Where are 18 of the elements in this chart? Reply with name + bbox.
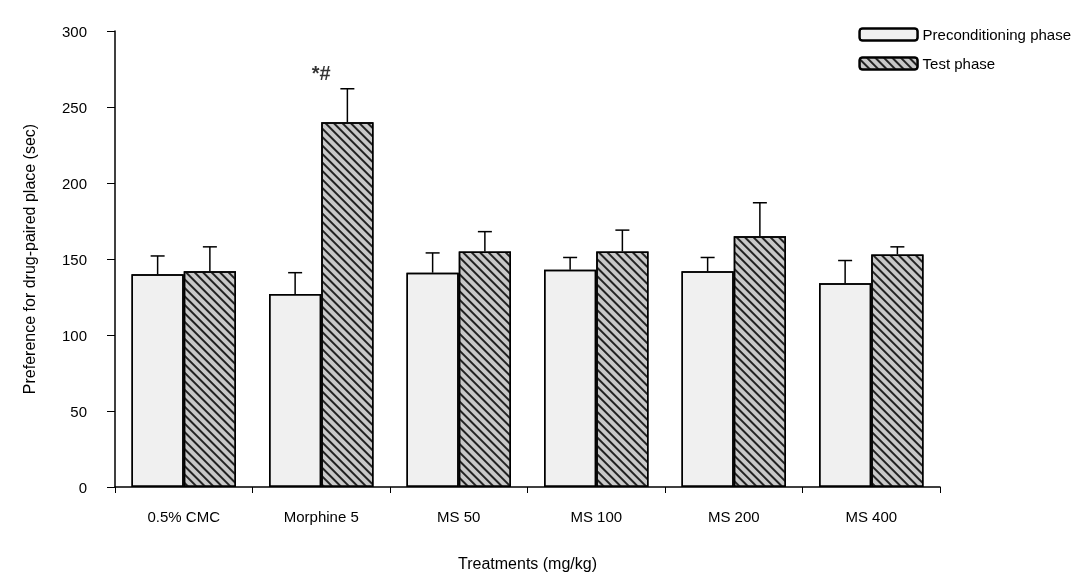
y-tick-label: 250 — [61, 98, 87, 116]
y-tick-label: 200 — [61, 174, 87, 192]
y-tick-label: 50 — [70, 402, 87, 420]
x-tick-label: MS 50 — [437, 508, 481, 525]
annotation: *# — [311, 61, 331, 84]
y-tick-label: 0 — [78, 478, 87, 496]
y-tick-label: 150 — [61, 250, 87, 268]
legend-label: Test phase — [922, 55, 996, 72]
x-tick-label: MS 200 — [707, 508, 760, 525]
x-tick-label: MS 400 — [845, 508, 898, 525]
x-tick-label: MS 100 — [570, 508, 623, 525]
y-tick-label: 100 — [61, 326, 87, 344]
y-axis-title: Preference for drug-paired place (sec) — [20, 123, 38, 395]
y-tick-label: 300 — [61, 22, 87, 40]
legend-label: Preconditioning phase — [922, 26, 1072, 43]
x-tick-label: 0.5% CMC — [147, 508, 221, 525]
x-axis-title: Treatments (mg/kg) — [458, 554, 597, 572]
x-tick-label: Morphine 5 — [283, 508, 359, 525]
